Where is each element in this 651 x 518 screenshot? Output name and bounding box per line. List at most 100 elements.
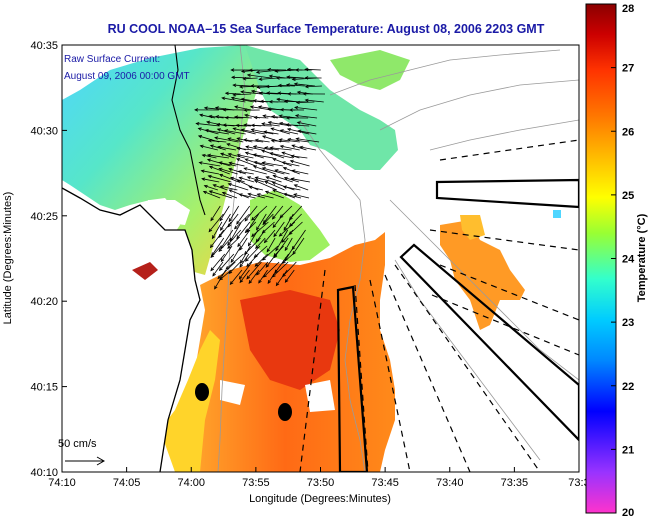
current-vector: [236, 205, 251, 225]
current-vector: [252, 145, 273, 151]
current-vector: [293, 184, 309, 191]
x-tick-label: 74:00: [177, 477, 205, 489]
current-vector: [258, 77, 278, 81]
current-vector: [235, 123, 252, 128]
current-vector: [289, 159, 310, 167]
colorbar-tick-label: 20: [622, 507, 634, 518]
current-vector: [287, 92, 305, 96]
zone-polygon-diagonal: [399, 243, 579, 442]
current-vector: [251, 205, 268, 221]
offshore-warm-patch-2: [460, 215, 485, 240]
current-vector: [230, 245, 242, 263]
current-vector: [270, 139, 290, 143]
current-vector: [237, 229, 251, 248]
current-vector: [281, 229, 294, 243]
current-vector: [304, 98, 324, 103]
bathymetry-contours: [217, 45, 579, 472]
current-vector: [256, 193, 274, 199]
current-vector: [244, 205, 258, 222]
y-tick-label: 40:35: [30, 40, 58, 52]
station-marker-1: [195, 383, 209, 401]
cool-plume-region: [62, 45, 260, 275]
current-vector: [272, 174, 293, 183]
x-tick-label: 74:05: [113, 477, 141, 489]
current-vector: [293, 193, 310, 199]
current-vector: [245, 145, 263, 151]
current-vector: [232, 92, 252, 97]
current-vector: [247, 192, 265, 199]
current-vector: [238, 261, 253, 280]
current-vector: [268, 100, 288, 104]
radar-radials: [299, 139, 579, 472]
no-data-patch-3: [305, 380, 335, 412]
current-vector: [227, 137, 244, 143]
current-vector: [252, 153, 274, 159]
current-vector: [265, 176, 282, 183]
current-vector: [220, 152, 235, 159]
current-vector: [254, 179, 277, 191]
current-vector: [281, 151, 300, 159]
map-area: [62, 45, 579, 472]
current-vector: [270, 127, 291, 135]
current-label-2: August 09, 2006 00:00 GMT: [64, 71, 190, 82]
current-vector: [198, 161, 221, 167]
current-vector: [277, 83, 295, 88]
current-vector: [199, 144, 218, 151]
current-vector: [228, 167, 247, 175]
y-tick-label: 40:30: [30, 125, 58, 137]
current-vector: [295, 137, 320, 143]
current-vector: [230, 68, 251, 72]
current-vector: [273, 221, 285, 238]
current-vector: [243, 138, 264, 143]
current-vector: [294, 105, 318, 111]
current-vector: [278, 221, 296, 237]
red-inlet: [132, 262, 158, 280]
current-vector: [261, 167, 285, 175]
current-vector: [279, 129, 299, 135]
current-vector: [265, 253, 277, 268]
y-tick-label: 40:10: [30, 467, 58, 479]
current-vector: [294, 114, 318, 119]
current-vector: [272, 213, 284, 229]
current-vector: [267, 269, 277, 284]
offshore-warm-patches: [440, 220, 525, 330]
current-vector: [291, 144, 307, 151]
current-vector: [200, 169, 220, 175]
current-vector: [217, 145, 237, 151]
current-vector: [263, 229, 276, 244]
current-vector: [214, 136, 239, 143]
current-vector: [211, 221, 223, 240]
current-vector: [230, 176, 245, 183]
scale-arrow: [65, 456, 106, 466]
colorbar-ticks: 28 27 26 25 24 23 22 21 20: [611, 3, 635, 518]
x-axis-ticks: 74:10 74:05 74:00 73:55 73:50 73:45 73:40 73:35…: [48, 467, 590, 489]
current-vector: [253, 115, 269, 120]
current-vector: [217, 261, 236, 280]
colorbar-tick-label: 26: [622, 126, 634, 138]
current-vector: [269, 146, 292, 151]
current-vector: [207, 139, 227, 143]
current-vector: [246, 73, 272, 79]
current-vector: [240, 128, 266, 135]
cool-northeast-patch: [330, 50, 410, 90]
current-vector: [284, 237, 293, 252]
current-vector: [290, 154, 308, 159]
current-vector: [224, 91, 241, 96]
current-vector: [261, 161, 284, 167]
colorbar-tick-label: 22: [622, 381, 634, 393]
x-tick-label: 73:45: [371, 477, 399, 489]
current-vector: [251, 221, 269, 238]
current-vector: [278, 138, 300, 143]
x-tick-label: 73:50: [307, 477, 335, 489]
current-vector: [288, 108, 305, 112]
current-vector: [264, 180, 285, 191]
current-vector: [290, 177, 310, 183]
current-vector: [284, 269, 295, 283]
current-vector: [247, 229, 259, 247]
current-vector: [221, 96, 246, 103]
current-vector: [283, 99, 309, 104]
colorbar-tick-label: 28: [622, 3, 634, 15]
chart-title: RU COOL NOAA–15 Sea Surface Temperature:…: [108, 22, 545, 36]
current-vector: [283, 213, 294, 231]
